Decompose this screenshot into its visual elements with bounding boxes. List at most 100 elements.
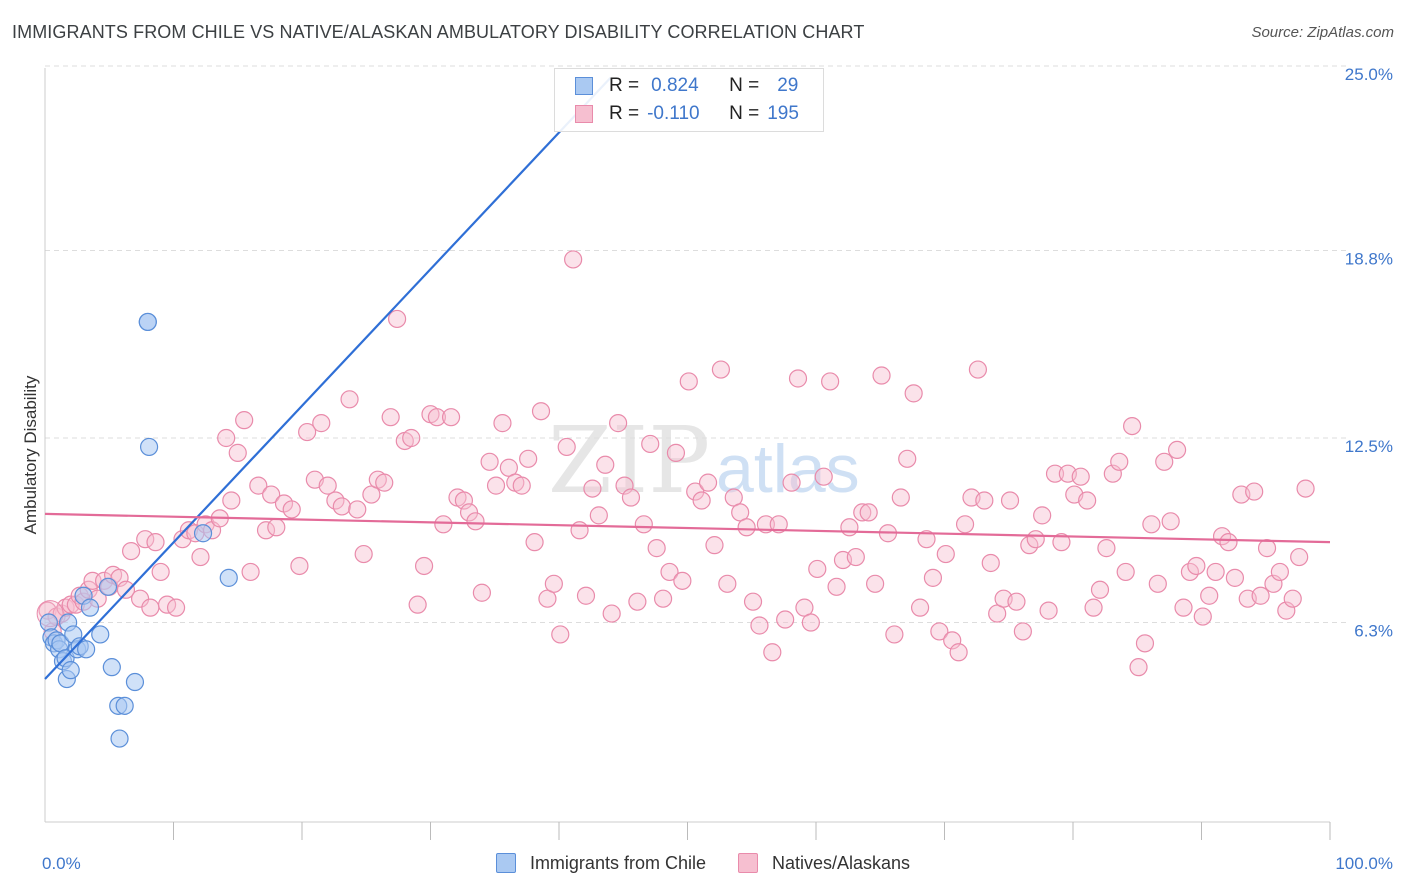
immigrants-chile-points — [39, 312, 238, 748]
natives-point — [827, 577, 846, 596]
natives-point — [1225, 568, 1245, 587]
natives-point — [1257, 539, 1277, 558]
natives-point — [891, 488, 910, 507]
chile-trend-line — [44, 77, 612, 680]
natives-point — [1052, 533, 1071, 552]
natives-point — [1193, 607, 1212, 626]
natives-point — [1000, 491, 1020, 510]
natives-point — [576, 586, 596, 605]
natives-point — [666, 443, 686, 462]
natives-point — [769, 515, 788, 534]
natives-point — [679, 372, 698, 391]
legend-swatch-pink — [575, 105, 593, 123]
natives-point — [480, 452, 499, 471]
natives-point — [318, 476, 337, 495]
natives-point — [898, 449, 917, 468]
natives-point — [1283, 589, 1302, 608]
natives-point — [788, 369, 808, 388]
natives-point — [141, 598, 160, 617]
y-tick-label: 18.8% — [1345, 250, 1393, 269]
natives-point — [705, 536, 724, 555]
watermark-zip: ZIP — [548, 407, 710, 514]
legend-row-chile: R = 0.824 N = 29 — [555, 73, 798, 99]
chile-point — [80, 598, 100, 617]
natives-point — [408, 595, 427, 614]
axes — [44, 68, 1331, 840]
y-tick-label: 25.0% — [1345, 65, 1393, 84]
chile-point — [102, 658, 121, 677]
natives-point — [1167, 440, 1187, 460]
natives-point — [290, 556, 309, 576]
natives-point — [653, 589, 673, 608]
natives-point — [596, 455, 615, 474]
natives-point — [1296, 479, 1315, 498]
natives-point — [525, 533, 544, 552]
source-credit: Source: ZipAtlas.com — [1251, 24, 1394, 41]
natives-point — [166, 598, 186, 617]
natives-point — [1200, 586, 1219, 605]
natives-point — [673, 571, 692, 590]
natives-point — [217, 428, 236, 448]
natives-point — [647, 539, 666, 558]
natives-point — [698, 473, 718, 492]
chile-point — [219, 568, 238, 587]
natives-point — [904, 384, 923, 403]
natives-point — [968, 360, 988, 379]
legend-n-value: 29 — [777, 75, 799, 96]
natives-point — [1078, 491, 1097, 510]
natives-point — [917, 530, 936, 549]
natives-point — [1270, 562, 1289, 582]
natives-point — [1090, 580, 1110, 599]
natives-point — [414, 556, 434, 576]
natives-point — [930, 622, 949, 641]
natives-point — [570, 521, 589, 540]
chile-point — [91, 625, 110, 644]
natives-point — [348, 500, 367, 519]
natives-point — [949, 643, 968, 662]
natives-point — [743, 592, 763, 611]
x-tick-label: 100.0% — [1335, 854, 1393, 873]
natives-point — [1245, 482, 1264, 501]
natives-point — [923, 568, 943, 587]
chile-point — [77, 640, 96, 659]
natives-point — [981, 553, 1000, 573]
legend-swatch-pink — [737, 853, 758, 873]
natives-point — [1219, 533, 1238, 552]
legend-label-chile: Immigrants from Chile — [529, 852, 706, 873]
natives-point — [859, 503, 878, 522]
natives-point — [332, 497, 351, 516]
y-tick-label: 6.3% — [1354, 622, 1393, 641]
natives-point — [711, 360, 731, 379]
chile-point — [39, 613, 58, 632]
trend-lines — [44, 77, 1331, 680]
natives-point — [1039, 601, 1058, 620]
natives-point — [222, 491, 241, 510]
natives-point — [249, 476, 268, 495]
legend-r-value: 0.824 — [651, 75, 699, 96]
natives-point — [776, 610, 795, 629]
natives-point — [1007, 592, 1026, 611]
natives-point — [1251, 586, 1270, 605]
natives-point — [130, 589, 150, 608]
natives-point — [557, 437, 576, 457]
natives-point — [282, 500, 301, 519]
natives-point — [660, 562, 679, 582]
natives-point — [116, 580, 136, 599]
chile-point — [98, 577, 118, 596]
natives-point — [531, 402, 551, 421]
natives-point — [466, 512, 485, 531]
natives-point — [354, 544, 373, 564]
natives-point — [756, 515, 775, 534]
chile-point — [125, 672, 145, 692]
x-tick-label: 0.0% — [42, 854, 81, 873]
natives-point — [1097, 539, 1116, 558]
natives-point — [801, 613, 820, 632]
natives-point — [686, 482, 705, 501]
legend-swatch-blue — [495, 853, 516, 873]
natives-point — [191, 547, 210, 567]
natives-point — [814, 467, 833, 486]
natives-point — [228, 443, 247, 462]
chile-point — [139, 437, 159, 457]
natives-point — [1187, 556, 1206, 576]
natives-point — [512, 476, 531, 495]
